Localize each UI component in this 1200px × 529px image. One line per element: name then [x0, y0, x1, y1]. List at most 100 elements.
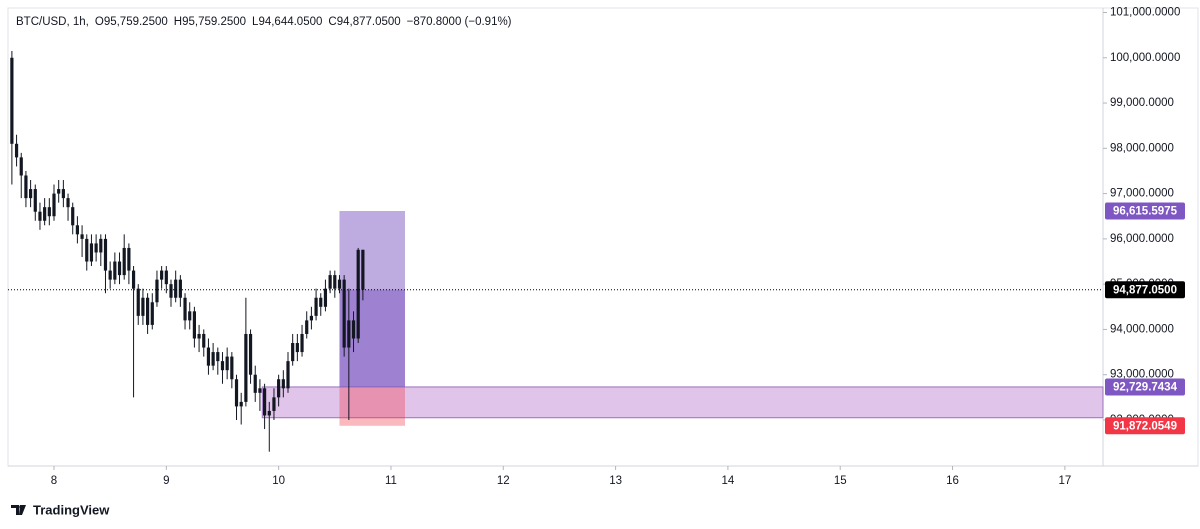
candle-body	[319, 297, 323, 307]
ohlc-label: L	[252, 16, 259, 28]
candle-body	[141, 297, 145, 316]
ohlc-label: C	[328, 16, 336, 28]
candle-body	[258, 388, 262, 393]
candle-body	[52, 193, 56, 217]
brand-logo: TradingView	[11, 502, 110, 517]
candle-body	[248, 333, 253, 375]
candle-body	[108, 270, 112, 280]
candle-body	[323, 288, 328, 307]
candle-body	[178, 279, 182, 298]
candle-body	[197, 333, 201, 339]
candle-body	[342, 279, 346, 348]
symbol: BTC/USD, 1h,	[16, 16, 89, 28]
candle-body	[244, 333, 248, 402]
stop-zone	[339, 386, 405, 426]
candle-body	[192, 311, 196, 339]
candle-body	[14, 143, 19, 158]
candle-body	[103, 238, 108, 271]
candle-body	[328, 275, 332, 289]
candle-body	[33, 189, 37, 212]
candle-body	[262, 388, 267, 416]
candle-body	[361, 249, 365, 290]
y-tick-label: 101,000.0000	[1110, 7, 1180, 19]
candle-body	[174, 279, 178, 298]
plot-area	[8, 50, 1104, 452]
candle-body	[169, 284, 173, 298]
candle-body	[230, 356, 234, 380]
ohlc-value: 95,759.2500	[182, 16, 246, 28]
candle-body	[75, 225, 80, 235]
candle-body	[216, 352, 220, 362]
candle-body	[127, 247, 131, 271]
candle-body	[99, 238, 103, 253]
price-tag-label: 96,615.5975	[1113, 206, 1178, 218]
candle-body	[155, 279, 159, 303]
ohlc-label: H	[174, 16, 182, 28]
zone	[261, 386, 1104, 419]
ohlc-value: 94,877.0500	[337, 16, 401, 28]
ohlc-value: 95,759.2500	[104, 16, 168, 28]
y-tick-label: 100,000.0000	[1110, 52, 1180, 64]
candle-body	[211, 352, 215, 366]
candle-body	[305, 320, 309, 334]
candle-body	[309, 315, 313, 321]
x-tick-label: 12	[497, 475, 510, 487]
candle-body	[29, 189, 33, 199]
price-tag	[1105, 202, 1185, 220]
change: −870.8000 (−0.91%)	[407, 16, 512, 28]
logo-icon	[11, 505, 26, 515]
candle-body	[131, 270, 136, 289]
y-tick-label: 94,000.0000	[1110, 323, 1174, 335]
candle-body	[351, 320, 356, 339]
candle-body	[160, 270, 164, 280]
price-tag-label: 94,877.0500	[1113, 284, 1177, 296]
price-tag	[1105, 417, 1185, 435]
candle-body	[281, 379, 285, 389]
candle-body	[333, 275, 337, 289]
candle-body	[164, 270, 168, 285]
candle-body	[71, 207, 75, 226]
candle-body	[122, 247, 126, 276]
candle-body	[24, 175, 28, 199]
candle-body	[47, 207, 51, 217]
candle-body	[61, 189, 65, 199]
candle-body	[314, 297, 318, 316]
candle-body	[253, 374, 257, 393]
candle-body	[10, 57, 14, 144]
candle-body	[150, 302, 154, 325]
price-tag	[1105, 281, 1185, 299]
x-tick-label: 8	[51, 475, 57, 487]
candle-body	[94, 243, 98, 253]
candle-body	[117, 261, 122, 276]
candle-body	[85, 238, 89, 262]
candle-body	[300, 333, 304, 353]
x-tick-label: 9	[163, 475, 169, 487]
y-tick-label: 99,000.0000	[1110, 97, 1174, 109]
candle-body	[136, 288, 140, 316]
ohlc-value: 94,644.0500	[258, 16, 322, 28]
price-tag	[1105, 378, 1185, 396]
axes: 92,000.000093,000.000094,000.000095,000.…	[51, 7, 1185, 487]
x-tick-label: 10	[272, 475, 285, 487]
candle-body	[225, 356, 229, 371]
x-tick-label: 11	[385, 475, 397, 487]
header: BTC/USD, 1h, O95,759.2500 H95,759.2500 L94,…	[16, 16, 512, 28]
y-tick-label: 93,000.0000	[1110, 369, 1174, 381]
x-tick-label: 17	[1058, 475, 1071, 487]
candle-body	[337, 279, 342, 289]
price-tag-label: 92,729.7434	[1113, 381, 1178, 393]
candle-body	[38, 211, 42, 221]
price-tag-label: 91,872.0549	[1113, 420, 1177, 432]
y-tick-label: 96,000.0000	[1110, 233, 1174, 245]
candle-body	[286, 361, 290, 389]
candle-body	[113, 261, 117, 280]
candle-body	[234, 379, 239, 407]
candle-body	[277, 379, 281, 398]
x-tick-label: 13	[609, 475, 622, 487]
candle-body	[19, 157, 23, 176]
candle-body	[347, 320, 351, 348]
candle-body	[202, 333, 206, 348]
logo-dot	[19, 505, 23, 509]
candle-body	[206, 347, 211, 366]
